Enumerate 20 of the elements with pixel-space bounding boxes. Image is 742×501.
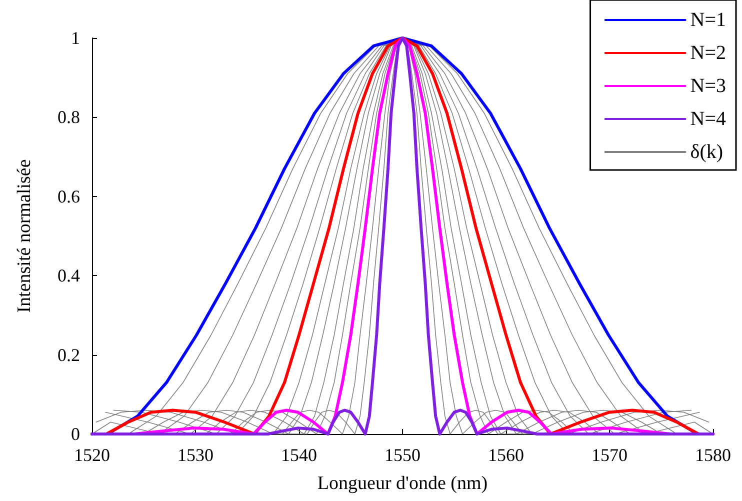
- legend-label: N=4: [690, 108, 726, 130]
- x-tick-label: 1530: [178, 445, 214, 465]
- legend-label: δ(k): [690, 141, 724, 163]
- y-tick-label: 0.8: [58, 107, 80, 128]
- x-tick-label: 1560: [488, 445, 524, 465]
- y-tick-label: 0.4: [58, 266, 80, 286]
- x-axis-title: Longueur d'onde (nm): [317, 473, 488, 494]
- y-axis-title: Intensité normalisée: [14, 159, 35, 313]
- legend-label: N=2: [690, 42, 726, 64]
- y-tick-label: 0.6: [58, 186, 80, 206]
- y-tick-label: 1: [71, 28, 80, 48]
- legend-label: N=3: [690, 75, 726, 97]
- y-tick-label: 0: [71, 424, 80, 444]
- x-tick-label: 1550: [384, 445, 420, 465]
- x-tick-label: 1580: [695, 445, 731, 465]
- x-tick-label: 1520: [74, 445, 110, 465]
- x-tick-label: 1570: [592, 445, 628, 465]
- y-tick-label: 0.2: [58, 344, 80, 365]
- x-tick-label: 1540: [281, 445, 317, 465]
- legend-label: N=1: [690, 9, 726, 31]
